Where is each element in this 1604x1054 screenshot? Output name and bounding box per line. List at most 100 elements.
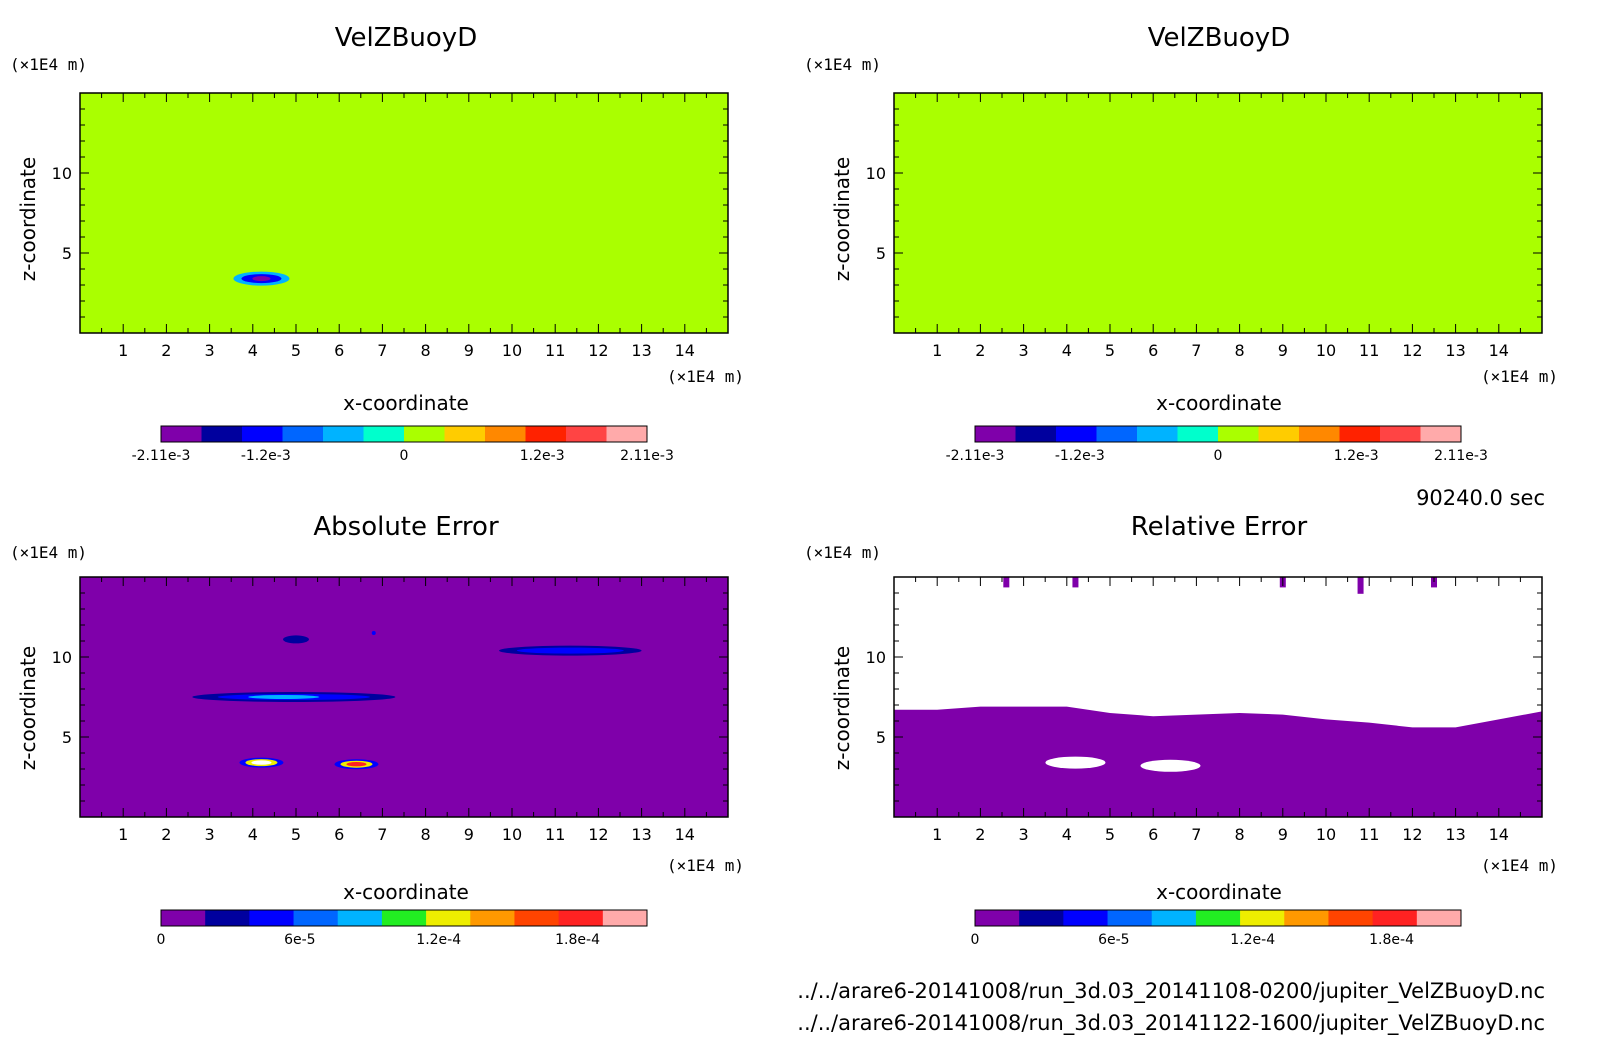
top-streak xyxy=(1076,93,1083,105)
colorbar-tick-label: 1.2e-3 xyxy=(1334,448,1379,464)
x-tick-label: 10 xyxy=(1316,341,1336,360)
undefined-cell xyxy=(1140,759,1201,772)
x-tick-label: 14 xyxy=(1489,341,1509,360)
colorbar-swatch xyxy=(514,910,560,926)
x-tick-label: 12 xyxy=(588,825,608,844)
colorbar-swatch xyxy=(249,910,295,926)
x-tick-label: 7 xyxy=(377,825,387,844)
plot-area xyxy=(79,92,729,334)
x-tick-label: 12 xyxy=(1402,825,1422,844)
colorbar-swatch xyxy=(161,426,202,442)
y-axis-label: z-coordinate xyxy=(830,646,854,770)
x-unit-label: (×1E4 m) xyxy=(1481,367,1558,386)
x-tick-label: 14 xyxy=(675,825,695,844)
x-tick-label: 5 xyxy=(291,341,301,360)
x-tick-label: 6 xyxy=(1148,341,1158,360)
y-tick-label: 5 xyxy=(876,244,886,263)
colorbar-swatch xyxy=(1107,910,1153,926)
colorbar-swatch xyxy=(606,426,648,442)
top-fleck xyxy=(1072,577,1079,588)
x-tick-label: 12 xyxy=(588,341,608,360)
colorbar: -2.11e-3 -1.2e-3 0 1.2e-3 2.11e-3 xyxy=(132,425,674,464)
colorbar-swatch xyxy=(1416,910,1462,926)
x-unit-label: (×1E4 m) xyxy=(667,856,744,875)
x-tick-label: 2 xyxy=(161,825,171,844)
x-tick-label: 2 xyxy=(161,341,171,360)
x-tick-label: 14 xyxy=(1489,825,1509,844)
colorbar-swatch xyxy=(201,426,243,442)
x-tick-label: 7 xyxy=(1191,341,1201,360)
x-tick-label: 5 xyxy=(291,825,301,844)
x-tick-label: 6 xyxy=(1148,825,1158,844)
x-tick-label: 4 xyxy=(248,825,258,844)
colorbar: 0 6e-5 1.2e-4 1.8e-4 xyxy=(971,909,1462,948)
x-tick-label: 13 xyxy=(631,825,651,844)
colorbar-swatch xyxy=(1258,426,1300,442)
top-fleck xyxy=(1003,577,1010,588)
x-axis-label: x-coordinate xyxy=(343,880,469,904)
colorbar-tick-label: 1.2e-4 xyxy=(416,932,461,948)
colorbar-swatch xyxy=(558,910,604,926)
colorbar-swatch xyxy=(1019,910,1064,926)
x-tick-label: 12 xyxy=(1402,341,1422,360)
colorbar-swatch xyxy=(1195,910,1241,926)
colorbar-tick-label: -2.11e-3 xyxy=(946,448,1005,464)
x-tick-label: 1 xyxy=(932,341,942,360)
x-tick-label: 10 xyxy=(502,341,522,360)
colorbar-tick-label: 1.8e-4 xyxy=(1369,932,1414,948)
top-streak xyxy=(617,93,623,105)
y-unit-label: (×1E4 m) xyxy=(10,543,87,562)
colorbar-swatch xyxy=(1056,426,1097,442)
field-layer xyxy=(80,93,728,333)
colorbar-swatch xyxy=(1339,426,1381,442)
colorbar-swatch xyxy=(1420,426,1462,442)
colorbar-swatch xyxy=(1372,910,1418,926)
x-unit-label: (×1E4 m) xyxy=(1481,856,1558,875)
colorbar-swatch xyxy=(1328,910,1374,926)
panel-velzbuoyd-run2: VelZBuoyD (×1E4 m) (×1E4 m) x-coordinate… xyxy=(804,23,1558,464)
negative-cell-core xyxy=(252,276,271,282)
colorbar-swatch xyxy=(404,426,445,442)
top-streak xyxy=(1357,93,1364,105)
colorbar-tick-label: 6e-5 xyxy=(1098,932,1129,948)
x-unit-label: (×1E4 m) xyxy=(667,367,744,386)
lower-region xyxy=(894,706,1542,817)
y-unit-label: (×1E4 m) xyxy=(804,543,881,562)
panel-title: VelZBuoyD xyxy=(1148,23,1290,53)
colorbar-tick-label: 1.8e-4 xyxy=(555,932,600,948)
x-tick-label: 8 xyxy=(1235,341,1245,360)
colorbar-swatch xyxy=(282,426,324,442)
y-tick-label: 10 xyxy=(866,164,886,183)
colorbar-swatch xyxy=(975,910,1020,926)
x-tick-label: 8 xyxy=(1235,825,1245,844)
x-tick-label: 9 xyxy=(1278,825,1288,844)
colorbar-swatch xyxy=(525,426,567,442)
x-tick-label: 9 xyxy=(1278,341,1288,360)
x-tick-label: 5 xyxy=(1105,341,1115,360)
colorbar-tick-label: 1.2e-3 xyxy=(520,448,565,464)
x-tick-label: 1 xyxy=(118,825,128,844)
background-region xyxy=(80,577,728,817)
panel-velzbuoyd-run1: VelZBuoyD (×1E4 m) (×1E4 m) x-coordinate… xyxy=(10,23,744,464)
plot-area xyxy=(893,92,1543,334)
panel-title: Relative Error xyxy=(1131,512,1308,542)
x-tick-label: 1 xyxy=(118,341,128,360)
colorbar-frame xyxy=(160,425,648,443)
colorbar-tick-label: 0 xyxy=(400,448,409,464)
zero-cell xyxy=(1136,274,1205,287)
field-layer xyxy=(894,577,1542,817)
y-tick-label: 10 xyxy=(866,648,886,667)
colorbar-swatch xyxy=(470,910,515,926)
x-tick-label: 11 xyxy=(1359,341,1379,360)
colorbar-tick-label: 0 xyxy=(971,932,980,948)
y-tick-label: 10 xyxy=(52,164,72,183)
colorbar-swatch xyxy=(566,426,607,442)
x-tick-label: 2 xyxy=(975,341,985,360)
x-tick-label: 4 xyxy=(1062,825,1072,844)
colorbar-tick-label: -2.11e-3 xyxy=(132,448,191,464)
y-axis-label: z-coordinate xyxy=(830,157,854,281)
x-tick-label: 6 xyxy=(334,825,344,844)
